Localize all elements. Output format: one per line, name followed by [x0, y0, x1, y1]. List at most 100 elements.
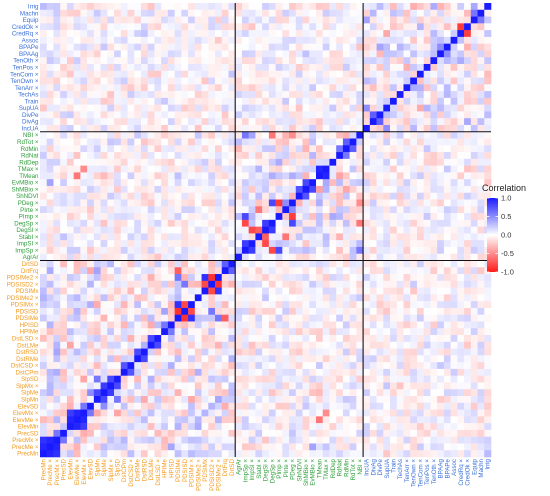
heatmap-cell [255, 63, 263, 72]
heatmap-cell [53, 124, 61, 133]
heatmap-cell [221, 287, 229, 295]
heatmap-cell [470, 409, 478, 417]
heatmap-cell [201, 165, 209, 173]
heatmap-cell [410, 57, 418, 65]
heatmap-cell [221, 70, 229, 78]
heatmap-cell [349, 450, 357, 458]
heatmap-cell [73, 192, 81, 200]
x-tick-label: TenPos × [424, 459, 431, 485]
heatmap-cell [282, 118, 290, 126]
heatmap-cell [342, 260, 350, 268]
heatmap-cell [342, 233, 350, 241]
heatmap-cell [383, 213, 391, 221]
heatmap-cell [437, 287, 445, 295]
heatmap-cell [120, 23, 128, 31]
heatmap-cell [262, 280, 270, 288]
heatmap-cell [363, 104, 371, 112]
heatmap-cell [154, 91, 162, 99]
heatmap-cell [302, 84, 310, 92]
heatmap-cell [127, 131, 135, 139]
heatmap-cell [100, 341, 108, 349]
heatmap-cell [167, 294, 175, 302]
x-tick-label: DrtSD [229, 458, 236, 475]
heatmap-cell [484, 111, 492, 119]
heatmap-cell [181, 185, 189, 194]
heatmap-cell [282, 240, 290, 248]
heatmap-cell [396, 124, 404, 133]
heatmap-cell [390, 23, 398, 31]
heatmap-cell [322, 124, 330, 133]
heatmap-cell [329, 246, 337, 255]
heatmap-cell [403, 429, 411, 437]
heatmap-cell [336, 199, 344, 207]
heatmap-cell [154, 416, 162, 424]
heatmap-cell [215, 423, 223, 431]
heatmap-cell [309, 111, 317, 119]
heatmap-cell [396, 389, 404, 397]
heatmap-cell [188, 70, 196, 78]
heatmap-cell [114, 36, 122, 44]
heatmap-cell [174, 77, 182, 85]
heatmap-cell [221, 294, 229, 302]
heatmap-cell [114, 429, 122, 437]
heatmap-cell [188, 341, 196, 349]
heatmap-cell [376, 213, 384, 221]
heatmap-cell [416, 274, 424, 282]
heatmap-cell [80, 328, 88, 336]
heatmap-cell [390, 199, 398, 207]
heatmap-cell [93, 3, 101, 11]
heatmap-cell [120, 450, 128, 458]
heatmap-cell [120, 233, 128, 241]
heatmap-cell [416, 30, 424, 38]
heatmap-cell [174, 328, 182, 336]
heatmap-cell [315, 355, 324, 363]
heatmap-cell [53, 287, 61, 295]
heatmap-cell [53, 416, 61, 424]
heatmap-cell [66, 111, 74, 119]
heatmap-cell [356, 260, 364, 268]
heatmap-cell [120, 63, 128, 72]
heatmap-cell [403, 185, 411, 194]
heatmap-cell [120, 9, 128, 17]
heatmap-cell [127, 314, 135, 322]
heatmap-cell [315, 362, 324, 370]
heatmap-cell [221, 3, 229, 11]
heatmap-cell [477, 233, 485, 241]
heatmap-cell [181, 77, 189, 85]
heatmap-cell [289, 97, 297, 105]
heatmap-cell [134, 341, 142, 349]
heatmap-cell [147, 118, 155, 126]
heatmap-cell [302, 199, 310, 207]
heatmap-cell [268, 382, 276, 390]
heatmap-cell [40, 165, 48, 173]
heatmap-cell [140, 240, 148, 248]
heatmap-cell [342, 165, 350, 173]
heatmap-cell [356, 3, 364, 11]
heatmap-cell [363, 23, 371, 31]
heatmap-cell [322, 253, 330, 261]
heatmap-cell [100, 50, 108, 58]
heatmap-cell [154, 70, 162, 78]
heatmap-cell [349, 138, 357, 146]
heatmap-cell [134, 97, 142, 105]
heatmap-cell [40, 287, 48, 295]
heatmap-cell [107, 389, 115, 397]
heatmap-cell [235, 307, 243, 316]
heatmap-cell [228, 436, 236, 444]
heatmap-cell [329, 172, 337, 180]
heatmap-cell [228, 355, 236, 363]
heatmap-cell [161, 3, 169, 11]
heatmap-cell [248, 443, 256, 451]
heatmap-cell [470, 104, 478, 112]
heatmap-cell [356, 111, 364, 119]
heatmap-cell [201, 450, 209, 458]
heatmap-cell [457, 355, 465, 363]
heatmap-cell [383, 50, 391, 58]
heatmap-cell [93, 429, 101, 437]
heatmap-cell [255, 213, 263, 221]
heatmap-cell [140, 301, 148, 309]
heatmap-cell [221, 335, 229, 343]
heatmap-cell [302, 124, 310, 133]
heatmap-cell [235, 91, 243, 99]
heatmap-cell [403, 294, 411, 302]
